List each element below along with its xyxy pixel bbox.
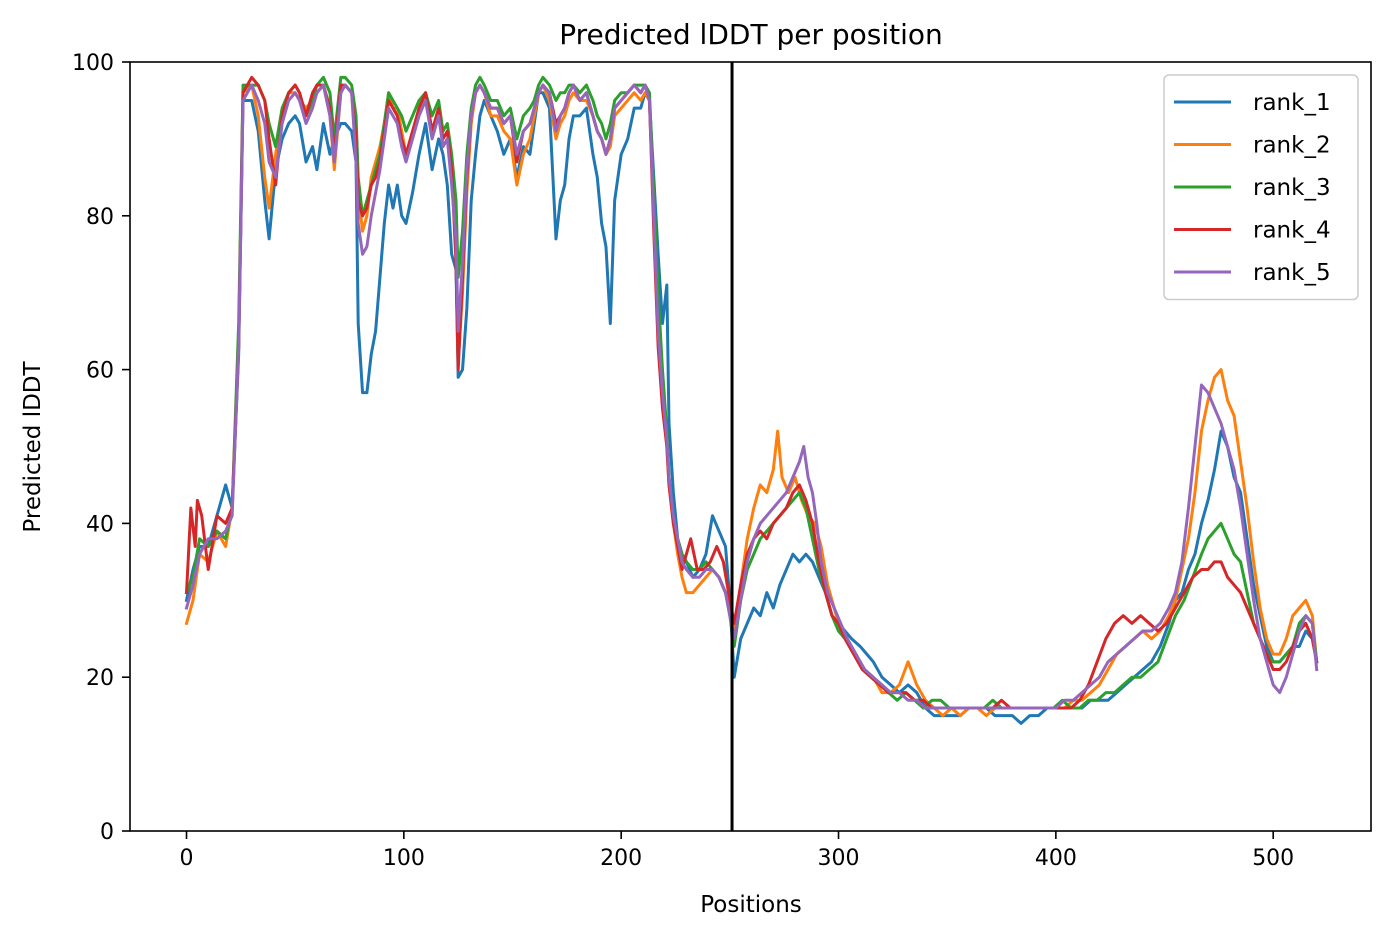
- series-group: [184, 75, 1319, 725]
- x-tick-label: 0: [180, 846, 194, 871]
- x-tick-label: 100: [383, 846, 425, 871]
- legend-label-rank_3: rank_3: [1253, 175, 1331, 201]
- axes-frame: [129, 61, 1372, 832]
- legend-label-rank_5: rank_5: [1253, 260, 1331, 286]
- series-line-rank_5: [184, 83, 1319, 710]
- y-tick-label: 60: [86, 359, 114, 384]
- x-tick-label: 500: [1252, 846, 1294, 871]
- series-line-rank_1: [184, 91, 1319, 725]
- legend-box: [1163, 74, 1359, 301]
- y-tick-label: 40: [86, 512, 114, 537]
- y-tick-label: 0: [100, 820, 114, 845]
- legend: rank_1 rank_2 rank_3 rank_4 rank_5: [1163, 74, 1359, 301]
- y-axis-label: Predicted lDDT: [20, 360, 46, 532]
- x-tick-label: 300: [818, 846, 860, 871]
- y-tick-label: 80: [86, 205, 114, 230]
- chart-title: Predicted lDDT per position: [559, 18, 943, 51]
- y-tick-label: 100: [72, 51, 114, 76]
- y-tick-label: 20: [86, 666, 114, 691]
- x-tick-label: 200: [600, 846, 642, 871]
- plot-area: 0 100 200 300 400 500 0 20 40 60 80 100: [72, 51, 1372, 871]
- legend-label-rank_2: rank_2: [1253, 133, 1331, 159]
- x-axis-label: Positions: [700, 892, 802, 918]
- legend-label-rank_1: rank_1: [1253, 90, 1331, 116]
- legend-label-rank_4: rank_4: [1253, 218, 1331, 244]
- x-tick-label: 400: [1035, 846, 1077, 871]
